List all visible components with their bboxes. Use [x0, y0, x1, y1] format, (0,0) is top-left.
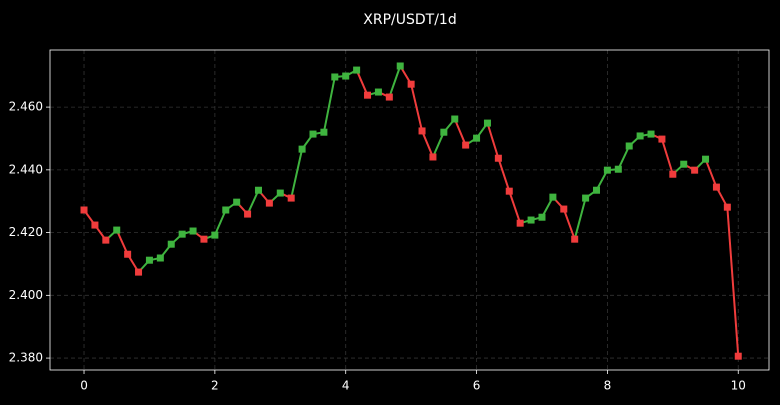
point-marker: [571, 235, 579, 243]
point-marker: [527, 216, 535, 224]
point-marker: [244, 210, 252, 218]
point-marker: [331, 73, 339, 81]
line-segment: [246, 189, 260, 215]
point-marker: [407, 80, 415, 88]
point-marker: [712, 183, 720, 191]
point-marker: [265, 199, 273, 207]
line-segment: [290, 148, 304, 199]
line-segment: [617, 145, 631, 170]
point-marker: [560, 205, 568, 213]
point-marker: [483, 119, 491, 127]
point-marker: [669, 170, 677, 178]
point-marker: [505, 187, 513, 195]
point-marker: [189, 227, 197, 235]
point-marker: [200, 235, 208, 243]
point-marker: [440, 128, 448, 136]
x-tick-label: 8: [604, 379, 612, 393]
point-marker: [222, 206, 230, 214]
point-marker: [691, 166, 699, 174]
point-marker: [364, 91, 372, 99]
line-segment: [355, 69, 369, 96]
point-marker: [636, 132, 644, 140]
line-segment: [704, 158, 718, 188]
point-marker: [429, 153, 437, 161]
point-marker: [167, 240, 175, 248]
point-marker: [135, 268, 143, 276]
line-segment: [432, 131, 445, 158]
point-marker: [298, 145, 306, 153]
line-segment: [660, 138, 674, 175]
point-marker: [342, 72, 350, 80]
point-marker: [145, 256, 153, 264]
point-marker: [276, 189, 284, 197]
point-marker: [287, 194, 295, 202]
y-tick-label: 2.420: [9, 225, 43, 239]
point-marker: [625, 142, 633, 150]
point-marker: [385, 93, 393, 101]
line-segment: [573, 197, 587, 240]
point-marker: [603, 166, 611, 174]
x-tick-label: 2: [211, 379, 219, 393]
point-marker: [614, 165, 622, 173]
point-marker: [418, 127, 426, 135]
y-tick-label: 2.460: [9, 100, 43, 114]
y-tick-label: 2.400: [9, 288, 43, 302]
plot-frame: [49, 49, 770, 371]
x-tick-label: 0: [80, 379, 88, 393]
line-segment: [410, 83, 424, 132]
point-marker: [494, 154, 502, 162]
line-segment: [486, 122, 500, 159]
line-segment: [453, 118, 467, 146]
y-tick-label: 2.380: [9, 351, 43, 365]
point-marker: [374, 88, 382, 96]
point-marker: [211, 231, 219, 239]
point-marker: [396, 62, 404, 70]
point-marker: [680, 160, 688, 168]
point-marker: [309, 130, 317, 138]
point-marker: [734, 352, 742, 360]
point-marker: [582, 194, 590, 202]
line-segment: [497, 157, 511, 192]
point-marker: [254, 186, 262, 194]
point-marker: [178, 230, 186, 238]
point-marker: [549, 193, 557, 201]
line-segment: [322, 76, 336, 133]
y-tick-label: 2.440: [9, 162, 43, 176]
line-segment: [421, 130, 434, 158]
line-segment: [213, 209, 227, 236]
line-segment: [388, 65, 402, 98]
point-marker: [516, 219, 524, 227]
point-marker: [124, 250, 132, 258]
point-marker: [156, 254, 164, 262]
line-segment: [115, 229, 129, 255]
point-marker: [462, 141, 470, 149]
line-segment: [508, 190, 522, 224]
x-tick-label: 4: [342, 379, 350, 393]
point-marker: [80, 206, 88, 214]
chart-title: XRP/USDT/1d: [363, 12, 456, 28]
point-marker: [592, 186, 600, 194]
point-marker: [538, 213, 546, 221]
x-tick-label: 10: [731, 379, 746, 393]
point-marker: [723, 203, 731, 211]
line-segment: [726, 207, 740, 357]
point-marker: [91, 221, 99, 229]
point-marker: [451, 115, 459, 123]
point-marker: [353, 66, 361, 74]
point-marker: [113, 226, 121, 234]
point-marker: [233, 198, 241, 206]
line-segment: [562, 208, 576, 240]
point-marker: [647, 130, 655, 138]
point-marker: [473, 134, 481, 142]
point-marker: [702, 155, 710, 163]
point-marker: [102, 236, 110, 244]
point-marker: [320, 128, 328, 136]
point-marker: [658, 135, 666, 143]
x-tick-label: 6: [473, 379, 481, 393]
